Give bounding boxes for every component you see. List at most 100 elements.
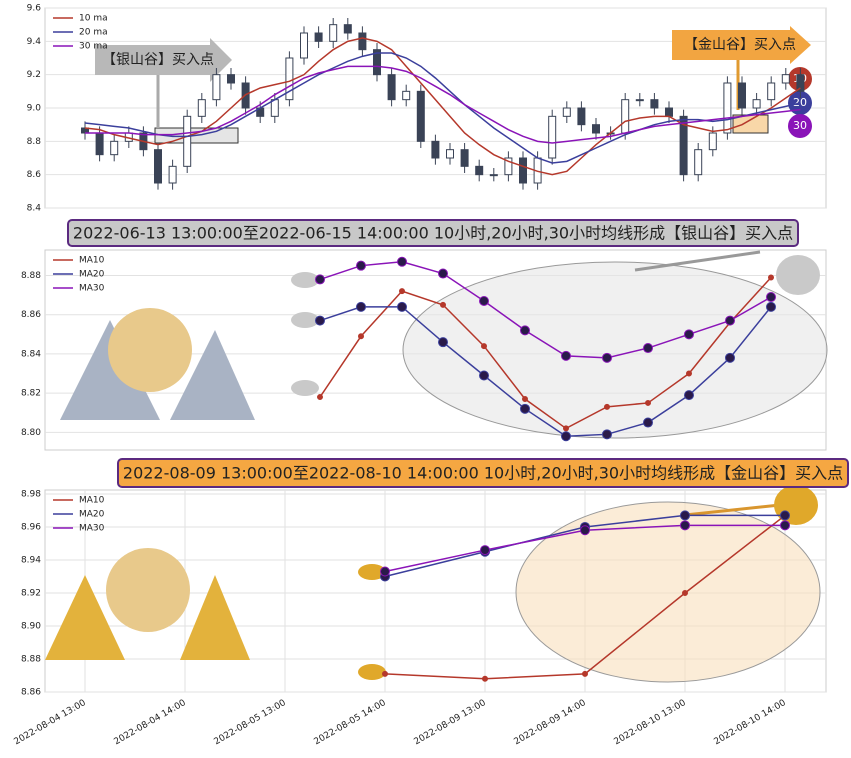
point xyxy=(356,260,366,271)
y-tick-label: 8.86 xyxy=(21,310,41,320)
legend-label: MA10 xyxy=(79,256,105,266)
ingot-icon xyxy=(291,380,319,396)
x-tick-label: 2022-08-04 14:00 xyxy=(113,698,188,747)
title-box xyxy=(117,458,849,488)
point xyxy=(725,315,735,326)
candle-body xyxy=(562,107,571,117)
mountain-icon xyxy=(60,320,160,420)
candle-body xyxy=(373,49,381,76)
point xyxy=(380,566,390,577)
candle-body xyxy=(416,90,425,142)
annotation-arrow xyxy=(95,38,232,82)
legend-label: 10 ma xyxy=(79,14,108,24)
y-tick-label: 8.96 xyxy=(21,522,41,532)
annotation: 【金山谷】买入点 xyxy=(684,37,796,53)
point xyxy=(580,525,590,536)
point xyxy=(680,520,690,531)
point xyxy=(438,337,448,348)
pyramid-icon xyxy=(45,575,125,660)
y-tick-label: 8.94 xyxy=(21,555,41,565)
candle-body xyxy=(343,24,352,34)
candle-body xyxy=(694,149,703,176)
series-line xyxy=(319,276,772,430)
y-tick-label: 8.4 xyxy=(27,204,42,214)
point xyxy=(561,350,571,361)
point xyxy=(680,510,690,521)
point xyxy=(602,429,612,440)
point xyxy=(582,670,588,677)
candle-body xyxy=(212,74,221,101)
y-tick-label: 8.88 xyxy=(21,654,41,664)
point xyxy=(479,370,489,381)
candle-body xyxy=(548,115,557,159)
x-tick-label: 2022-08-04 13:00 xyxy=(13,698,88,747)
candle-body xyxy=(460,149,469,167)
point xyxy=(780,510,790,521)
point xyxy=(604,403,610,410)
point xyxy=(684,329,694,340)
candle-body xyxy=(592,124,600,134)
y-tick-label: 8.8 xyxy=(27,137,42,147)
mountain-icon xyxy=(170,330,255,420)
point xyxy=(440,301,446,308)
point xyxy=(481,343,487,350)
title-box xyxy=(67,219,799,247)
point xyxy=(315,274,325,285)
legend-label: MA20 xyxy=(79,270,105,280)
point xyxy=(482,675,488,682)
y-tick-label: 8.88 xyxy=(21,271,41,281)
candle-body xyxy=(650,99,659,109)
candle-body xyxy=(738,82,746,109)
point xyxy=(766,301,776,312)
y-tick-label: 8.90 xyxy=(21,621,41,631)
x-tick-label: 2022-08-10 14:00 xyxy=(713,698,788,747)
y-tick-label: 8.82 xyxy=(21,389,41,399)
y-tick-label: 9.0 xyxy=(27,104,42,114)
point xyxy=(520,403,530,414)
point xyxy=(382,670,388,677)
point xyxy=(399,288,405,295)
ingot-icon xyxy=(291,312,319,328)
candle-body xyxy=(329,24,338,42)
ingot-icon xyxy=(358,564,386,580)
y-tick-label: 9.6 xyxy=(27,4,42,14)
decoration xyxy=(45,26,828,683)
pyramid-icon xyxy=(180,575,250,660)
dog-icon xyxy=(108,308,192,392)
point xyxy=(682,589,688,596)
candle-body xyxy=(358,32,367,51)
chart-title: 2022-08-09 13:00:00至2022-08-10 14:00:00 … xyxy=(123,464,843,483)
point xyxy=(602,352,612,363)
x-tick-label: 2022-08-10 13:00 xyxy=(613,698,688,747)
chart-title: 2022-06-13 13:00:00至2022-06-15 14:00:00 … xyxy=(73,224,793,243)
y-tick-label: 9.2 xyxy=(27,70,41,80)
annotation: 【银山谷】买入点 xyxy=(102,52,214,68)
point xyxy=(438,268,448,279)
candle-body xyxy=(285,57,294,101)
ingot-icon xyxy=(358,664,386,680)
legend-label: MA30 xyxy=(79,524,105,534)
point xyxy=(645,399,651,406)
candle-body xyxy=(227,74,235,84)
candle-body xyxy=(752,99,761,109)
point xyxy=(358,333,364,340)
point xyxy=(561,431,571,442)
point xyxy=(684,390,694,401)
point xyxy=(563,425,569,432)
candle-body xyxy=(621,99,630,134)
point xyxy=(479,295,489,306)
legend-label: 30 ma xyxy=(79,42,108,52)
point xyxy=(686,370,692,377)
x-tick-label: 2022-08-05 14:00 xyxy=(313,698,388,747)
badge-label: 30 xyxy=(793,119,807,132)
point xyxy=(780,520,790,531)
candle-body xyxy=(679,115,688,176)
candle-body xyxy=(781,74,790,84)
annotation-arrow xyxy=(672,26,811,64)
x-tick-label: 2022-08-09 13:00 xyxy=(413,698,488,747)
point xyxy=(397,256,407,267)
y-tick-label: 8.80 xyxy=(21,428,41,438)
highlight-ellipse xyxy=(402,261,828,439)
candle-body xyxy=(708,132,717,151)
candle-body xyxy=(270,99,279,117)
